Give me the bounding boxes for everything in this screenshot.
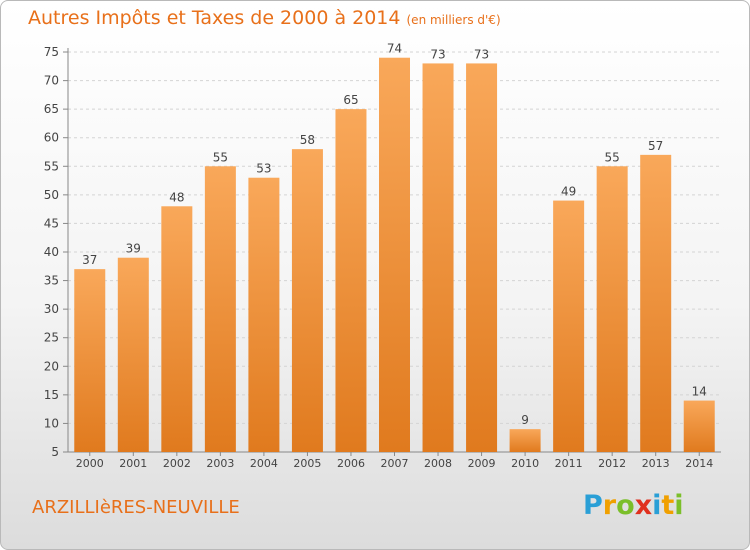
data-label: 73 — [474, 47, 489, 61]
y-tick-label: 75 — [44, 45, 59, 59]
chart-title-text: Autres Impôts et Taxes de 2000 à 2014 — [28, 7, 401, 29]
y-tick-label: 35 — [44, 274, 59, 288]
bar — [117, 257, 149, 452]
x-tick-label: 2012 — [598, 457, 626, 470]
proxiti-logo: Proxiti — [583, 490, 684, 521]
x-tick-label: 2009 — [468, 457, 496, 470]
data-label: 48 — [169, 190, 184, 204]
data-label: 53 — [256, 162, 271, 176]
data-label: 49 — [561, 185, 576, 199]
y-tick-label: 70 — [44, 74, 59, 88]
data-label: 58 — [300, 133, 315, 147]
x-tick-label: 2011 — [555, 457, 583, 470]
data-labels: 37 39 48 55 53 58 65 74 73 73 9 49 55 57 14 — [82, 42, 707, 427]
x-tick-label: 2003 — [206, 457, 234, 470]
y-tick-label: 30 — [44, 302, 59, 316]
x-tick-label: 2014 — [685, 457, 713, 470]
y-tick-label: 50 — [44, 188, 59, 202]
data-label: 14 — [692, 385, 707, 399]
y-tick-label: 40 — [44, 245, 59, 259]
chart-unit: (en milliers d'€) — [406, 13, 501, 27]
y-tick-label: 15 — [44, 388, 59, 402]
bar — [509, 429, 541, 452]
x-tick-label: 2006 — [337, 457, 365, 470]
x-tick-labels: 2000 2001 2002 2003 2004 2005 2006 2007 2008 2009… — [76, 457, 713, 470]
x-tick-label: 2013 — [642, 457, 670, 470]
y-tick-label: 60 — [44, 131, 59, 145]
bar — [379, 57, 410, 452]
logo-letter: o — [616, 490, 635, 521]
commune-name: ARZILLIèRES-NEUVILLE — [32, 497, 240, 518]
bar — [74, 269, 106, 452]
logo-letter: r — [602, 490, 617, 521]
bar — [640, 154, 672, 452]
y-tick-label: 55 — [44, 159, 59, 173]
x-tick-label: 2005 — [293, 457, 321, 470]
bar — [204, 166, 236, 453]
y-tick-label: 25 — [44, 331, 59, 345]
data-label: 9 — [521, 413, 529, 427]
x-tick-label: 2004 — [250, 457, 278, 470]
x-tick-label: 2001 — [119, 457, 147, 470]
logo-letter: i — [652, 490, 662, 521]
x-tick-label: 2000 — [76, 457, 104, 470]
bar — [683, 400, 715, 452]
y-tick-label: 10 — [44, 416, 59, 430]
data-label: 39 — [126, 242, 141, 256]
data-label: 55 — [213, 150, 228, 164]
bar — [553, 200, 585, 452]
data-label: 55 — [605, 150, 620, 164]
bar — [335, 109, 367, 453]
bar — [248, 177, 280, 452]
data-label: 37 — [82, 253, 97, 267]
data-label: 74 — [387, 42, 402, 56]
bar — [161, 206, 193, 452]
x-tick-label: 2008 — [424, 457, 452, 470]
bar — [422, 63, 454, 453]
logo-letter: x — [634, 490, 653, 521]
logo-letter: i — [674, 490, 684, 521]
x-tick-label: 2002 — [163, 457, 191, 470]
y-tick-labels: 5 10 15 20 25 30 35 40 45 50 55 60 65 70 75 — [44, 45, 59, 459]
bar — [291, 149, 323, 452]
data-label: 57 — [648, 139, 663, 153]
data-label: 65 — [343, 93, 358, 107]
logo-letter: t — [661, 490, 675, 521]
y-tick-label: 45 — [44, 216, 59, 230]
bar — [466, 63, 498, 453]
chart-title: Autres Impôts et Taxes de 2000 à 2014 (en… — [28, 7, 501, 29]
x-tick-label: 2007 — [381, 457, 409, 470]
y-tick-label: 65 — [44, 102, 59, 116]
bar — [596, 166, 628, 453]
x-tick-label: 2010 — [511, 457, 539, 470]
data-label: 73 — [430, 47, 445, 61]
bars — [74, 57, 715, 453]
y-tick-label: 20 — [44, 359, 59, 373]
y-tick-label: 5 — [51, 445, 59, 459]
logo-letter: P — [583, 490, 603, 521]
